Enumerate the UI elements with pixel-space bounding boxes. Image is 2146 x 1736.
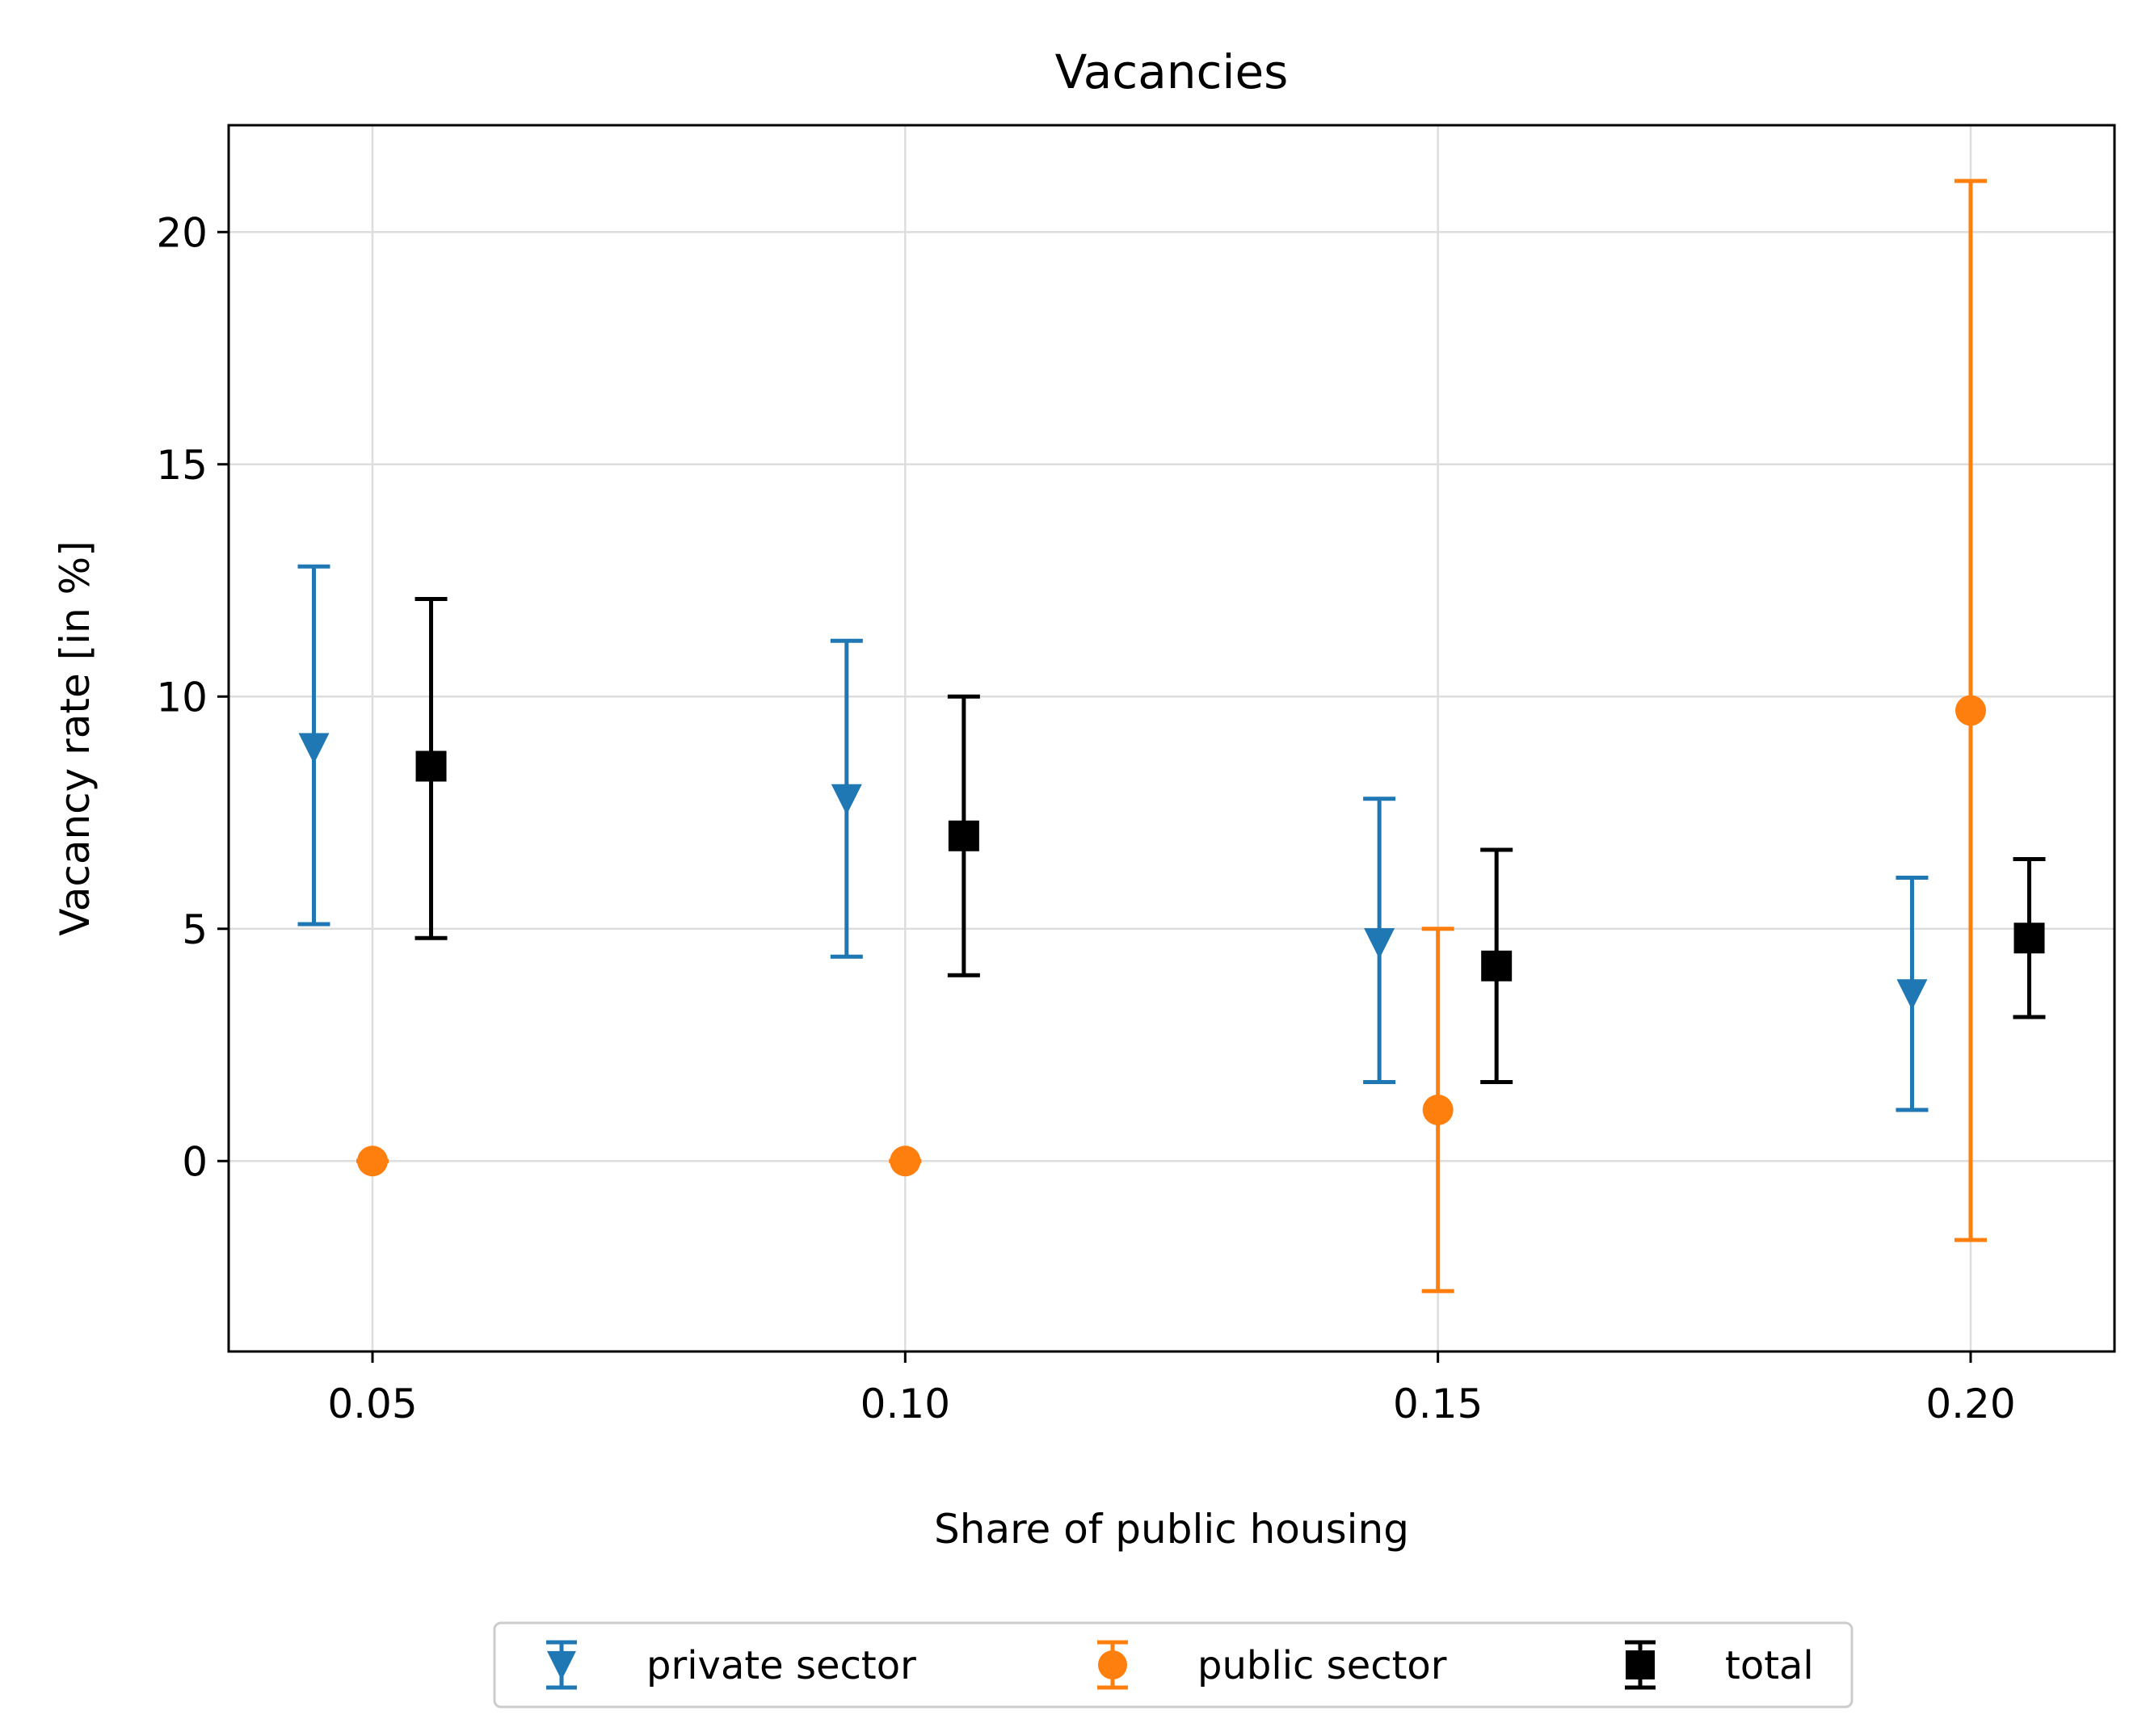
y-tick-label: 10 <box>156 674 208 721</box>
x-tick-label: 0.05 <box>327 1381 417 1427</box>
chart-title: Vacancies <box>1055 44 1289 99</box>
data-point <box>1364 927 1395 959</box>
data-point <box>890 1145 921 1177</box>
data-point <box>831 784 862 815</box>
legend-label: total <box>1725 1643 1814 1688</box>
legend-item-total: total <box>1625 1640 1814 1690</box>
data-point <box>357 1145 389 1177</box>
x-tick-label: 0.15 <box>1393 1381 1483 1427</box>
data-point <box>948 820 979 851</box>
legend: private sector public sector total <box>493 1621 1854 1709</box>
legend-label: private sector <box>646 1643 916 1688</box>
y-tick-label: 5 <box>182 906 208 953</box>
x-tick-label: 0.10 <box>861 1381 950 1427</box>
x-axis-label: Share of public housing <box>934 1506 1409 1553</box>
series-private-sector <box>297 564 1929 1112</box>
legend-label: public sector <box>1197 1643 1447 1688</box>
series-total <box>414 597 2046 1084</box>
series-layer <box>297 179 2046 1293</box>
legend-item-private-sector: private sector <box>546 1640 916 1690</box>
legend-item-public-sector: public sector <box>1097 1640 1447 1690</box>
y-tick-label: 0 <box>182 1138 208 1185</box>
data-point <box>1422 1095 1454 1125</box>
axes-frame <box>227 124 2116 1353</box>
y-tick-label: 15 <box>156 442 208 489</box>
legend-marker <box>1098 1650 1127 1679</box>
legend-marker <box>547 1650 576 1680</box>
data-point <box>298 733 330 764</box>
data-point <box>1896 979 1928 1011</box>
y-axis-label: Vacancy rate [in %] <box>52 540 99 935</box>
y-tick-label: 20 <box>156 209 208 256</box>
series-public-sector <box>356 179 1987 1293</box>
data-point <box>1955 695 1986 726</box>
data-point <box>1481 950 1513 981</box>
ticks: 0.05 0.10 0.15 0.20 0 5 10 15 20 <box>156 209 2015 1427</box>
x-tick-label: 0.20 <box>1925 1381 2015 1427</box>
legend-marker <box>1626 1650 1655 1679</box>
data-point <box>2013 923 2045 954</box>
grid <box>229 125 2114 1351</box>
data-point <box>415 750 447 782</box>
legend-box <box>493 1621 1854 1709</box>
